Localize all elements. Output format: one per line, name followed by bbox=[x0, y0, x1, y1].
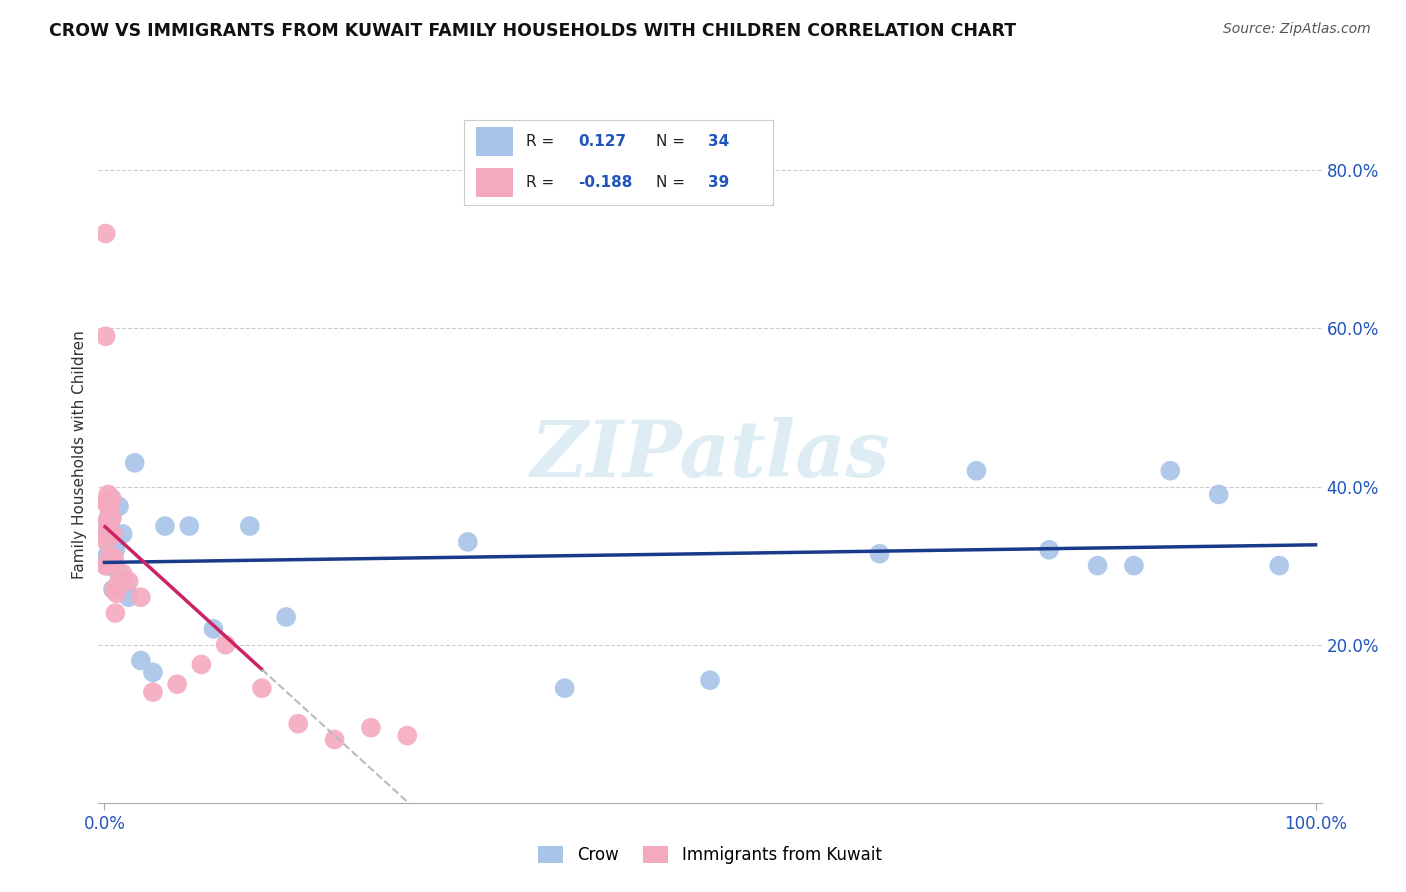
Point bbox=[869, 547, 891, 561]
Point bbox=[179, 519, 201, 533]
Point bbox=[239, 519, 262, 533]
Text: 0.127: 0.127 bbox=[578, 134, 627, 149]
Point bbox=[103, 531, 125, 545]
Point bbox=[97, 495, 120, 509]
Point bbox=[94, 558, 117, 573]
Point bbox=[100, 495, 122, 509]
Point bbox=[97, 487, 120, 501]
Point bbox=[94, 227, 117, 241]
Point bbox=[360, 721, 382, 735]
Point bbox=[250, 681, 273, 695]
Text: Source: ZipAtlas.com: Source: ZipAtlas.com bbox=[1223, 22, 1371, 37]
Point bbox=[96, 495, 118, 509]
Point bbox=[97, 523, 120, 537]
Point bbox=[100, 511, 122, 525]
Point bbox=[100, 527, 122, 541]
Text: CROW VS IMMIGRANTS FROM KUWAIT FAMILY HOUSEHOLDS WITH CHILDREN CORRELATION CHART: CROW VS IMMIGRANTS FROM KUWAIT FAMILY HO… bbox=[49, 22, 1017, 40]
Point bbox=[166, 677, 188, 691]
Point bbox=[966, 464, 988, 478]
Point bbox=[101, 582, 124, 597]
Point bbox=[96, 558, 118, 573]
Point bbox=[129, 653, 152, 667]
Point bbox=[100, 491, 122, 506]
Point bbox=[153, 519, 176, 533]
Text: 34: 34 bbox=[709, 134, 730, 149]
Point bbox=[101, 527, 124, 541]
Point bbox=[276, 610, 298, 624]
Point bbox=[202, 622, 225, 636]
Point bbox=[94, 550, 117, 565]
Point bbox=[1268, 558, 1291, 573]
Point bbox=[108, 500, 131, 514]
Text: N =: N = bbox=[655, 134, 685, 149]
Legend: Crow, Immigrants from Kuwait: Crow, Immigrants from Kuwait bbox=[538, 846, 882, 864]
Point bbox=[118, 574, 141, 589]
Point bbox=[96, 534, 118, 549]
FancyBboxPatch shape bbox=[477, 168, 513, 196]
Point bbox=[103, 550, 125, 565]
Text: 39: 39 bbox=[709, 175, 730, 190]
Point bbox=[115, 582, 138, 597]
Point bbox=[457, 534, 479, 549]
Point bbox=[96, 519, 118, 533]
Point bbox=[105, 586, 128, 600]
Point bbox=[1038, 542, 1060, 557]
Point bbox=[101, 555, 124, 569]
Point bbox=[103, 582, 125, 597]
Point bbox=[94, 329, 117, 343]
Y-axis label: Family Households with Children: Family Households with Children bbox=[72, 331, 87, 579]
Point bbox=[118, 591, 141, 605]
FancyBboxPatch shape bbox=[464, 120, 773, 205]
Point bbox=[108, 574, 131, 589]
Text: R =: R = bbox=[526, 134, 554, 149]
Point bbox=[1122, 558, 1144, 573]
Point bbox=[96, 515, 118, 529]
Point bbox=[94, 527, 117, 541]
Point bbox=[190, 657, 212, 672]
Point bbox=[142, 665, 165, 680]
Point bbox=[142, 685, 165, 699]
Point bbox=[94, 558, 117, 573]
Point bbox=[98, 503, 121, 517]
Point bbox=[1208, 487, 1230, 501]
Point bbox=[100, 511, 122, 525]
Text: -0.188: -0.188 bbox=[578, 175, 633, 190]
Point bbox=[104, 606, 127, 620]
FancyBboxPatch shape bbox=[477, 128, 513, 156]
Point bbox=[214, 638, 236, 652]
Point bbox=[1087, 558, 1109, 573]
Point bbox=[105, 563, 128, 577]
Point bbox=[396, 729, 419, 743]
Point bbox=[111, 527, 134, 541]
Point bbox=[1159, 464, 1181, 478]
Point bbox=[124, 456, 146, 470]
Point bbox=[111, 566, 134, 581]
Point bbox=[287, 716, 309, 731]
Text: R =: R = bbox=[526, 175, 554, 190]
Point bbox=[100, 491, 122, 506]
Point bbox=[98, 542, 121, 557]
Point bbox=[97, 511, 120, 525]
Point bbox=[98, 523, 121, 537]
Text: N =: N = bbox=[655, 175, 685, 190]
Point bbox=[104, 542, 127, 557]
Point bbox=[554, 681, 576, 695]
Point bbox=[699, 673, 721, 688]
Text: ZIPatlas: ZIPatlas bbox=[530, 417, 890, 493]
Point bbox=[129, 591, 152, 605]
Point bbox=[98, 550, 121, 565]
Point bbox=[323, 732, 346, 747]
Point bbox=[100, 511, 122, 525]
Point bbox=[94, 495, 117, 509]
